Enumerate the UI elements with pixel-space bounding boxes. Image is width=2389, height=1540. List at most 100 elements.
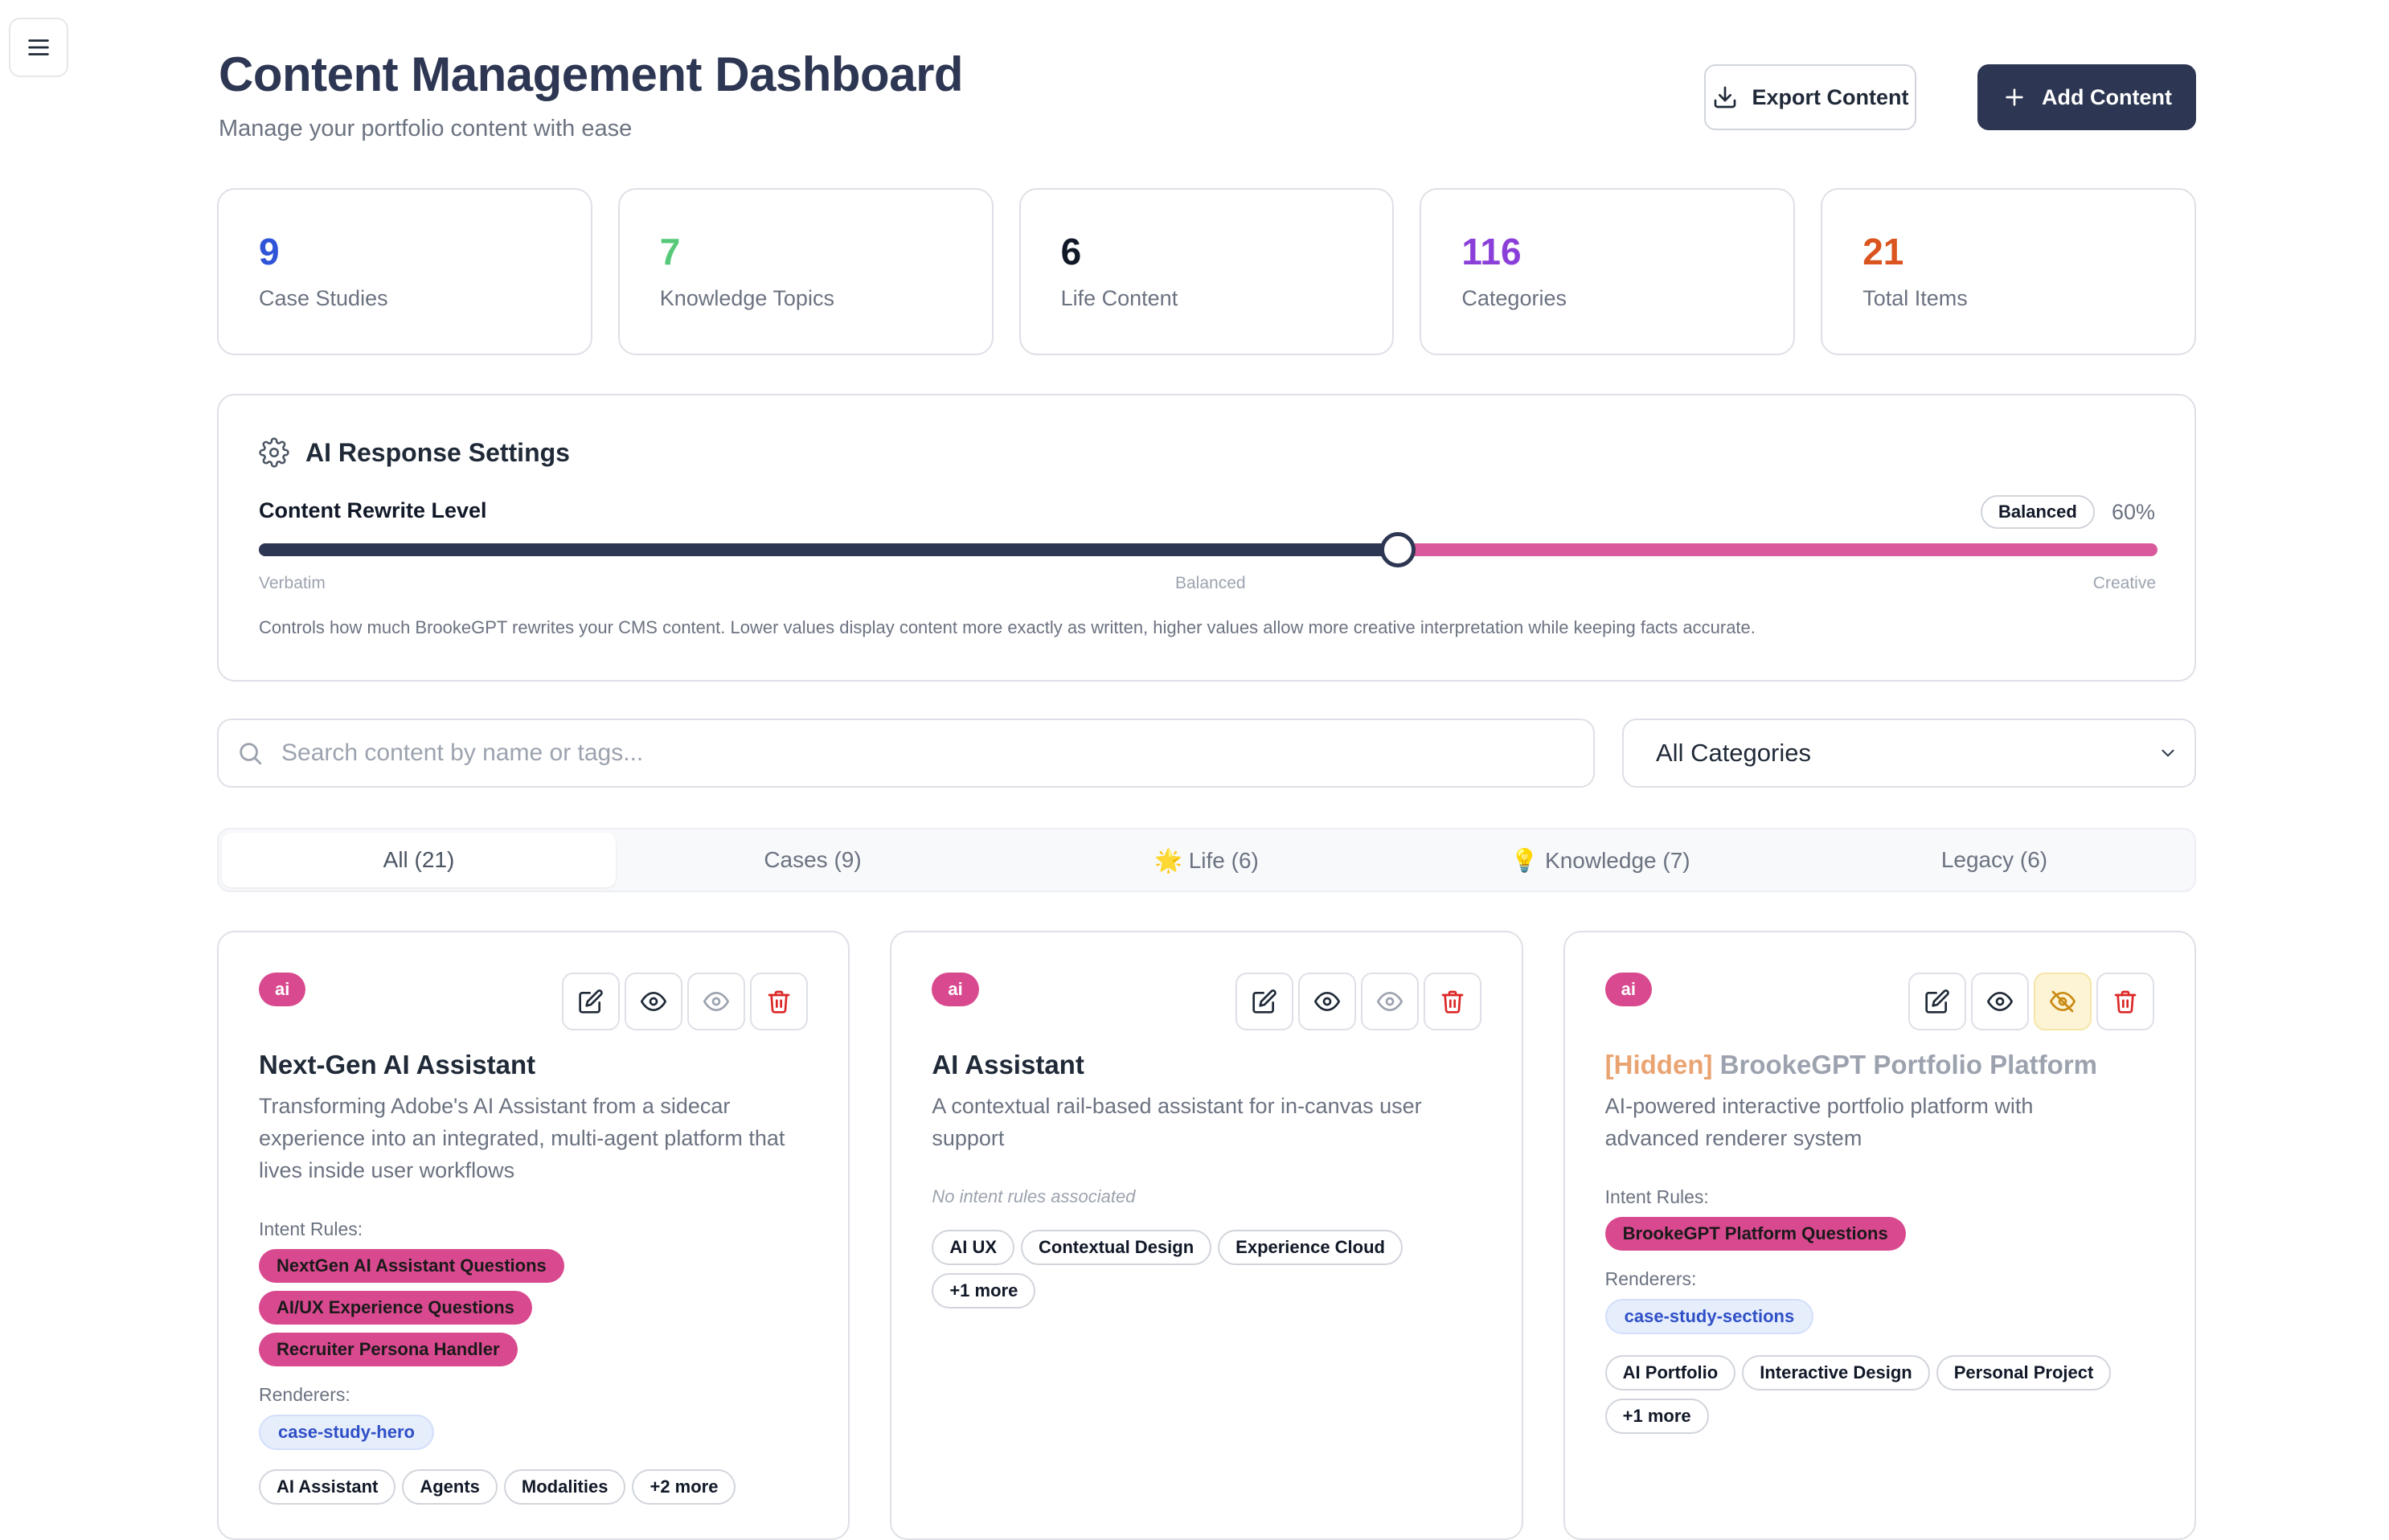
content-tabs: All (21) Cases (9) 🌟 Life (6) 💡 Knowledg… <box>217 828 2196 892</box>
settings-title: AI Response Settings <box>259 437 570 468</box>
menu-button[interactable] <box>9 18 68 77</box>
renderers-list: case-study-hero <box>259 1415 813 1450</box>
stat-value: 116 <box>1461 231 1522 272</box>
tab-legacy[interactable]: Legacy (6) <box>1940 847 2048 872</box>
tab-life[interactable]: 🌟 Life (6) <box>1154 847 1259 873</box>
stat-value: 21 <box>1862 231 1904 272</box>
rewrite-level-percent: 60% <box>2112 500 2156 524</box>
card-title: Next-Gen AI Assistant <box>259 1050 535 1080</box>
hamburger-icon <box>28 39 49 55</box>
renderers-label: Renderers: <box>259 1384 350 1405</box>
plus-icon <box>2006 88 2023 106</box>
page-title: Content Management Dashboard <box>219 47 964 101</box>
eye-icon <box>1986 992 2013 1011</box>
card-actions <box>562 973 809 1030</box>
export-content-label: Export Content <box>1752 84 1909 109</box>
no-intent-rules-note: No intent rules associated <box>932 1186 1136 1206</box>
search-icon <box>240 743 262 765</box>
tag-chip: Agents <box>402 1469 498 1505</box>
stat-value: 9 <box>259 231 280 272</box>
card-description: Transforming Adobe's AI Assistant from a… <box>259 1094 785 1182</box>
more-tags-chip[interactable]: +1 more <box>1604 1399 1709 1434</box>
tags-list: AI UX Contextual Design Experience Cloud… <box>932 1230 1446 1309</box>
stat-label: Life Content <box>1060 286 1178 310</box>
edit-icon <box>579 989 604 1014</box>
renderers-list: case-study-sections <box>1604 1299 2160 1334</box>
stat-label: Categories <box>1461 286 1567 310</box>
eye-off-icon <box>2049 990 2076 1013</box>
edit-button[interactable] <box>562 973 621 1030</box>
intent-rule-chip: Recruiter Persona Handler <box>259 1333 518 1366</box>
rewrite-level-slider[interactable] <box>259 532 2157 567</box>
main-content: Content Management Dashboard Manage your… <box>217 0 2196 1540</box>
edit-button[interactable] <box>1908 973 1966 1030</box>
edit-button[interactable] <box>1235 973 1293 1030</box>
tab-knowledge[interactable]: 💡 Knowledge (7) <box>1510 847 1690 873</box>
slider-tick-verbatim: Verbatim <box>259 574 326 592</box>
stat-total-items: 21 Total Items <box>1821 188 2196 355</box>
preview-button[interactable] <box>1970 973 2029 1030</box>
add-content-button[interactable]: Add Content <box>1977 64 2196 130</box>
tags-list: AI Portfolio Interactive Design Personal… <box>1604 1355 2160 1434</box>
preview-button[interactable] <box>625 973 683 1030</box>
search-input[interactable] <box>281 739 1567 767</box>
card-description: A contextual rail-based assistant for in… <box>932 1094 1422 1150</box>
card-title: AI Assistant <box>932 1050 1084 1080</box>
renderer-chip: case-study-sections <box>1604 1299 1814 1334</box>
stat-value: 6 <box>1060 231 1082 272</box>
tag-chip: Experience Cloud <box>1218 1230 1403 1265</box>
tab-cases[interactable]: Cases (9) <box>764 847 862 872</box>
stats-row: 9 Case Studies 7 Knowledge Topics 6 Life… <box>217 188 2196 355</box>
intent-rules-label: Intent Rules: <box>1604 1186 1709 1207</box>
tag-chip: AI Portfolio <box>1604 1355 1736 1391</box>
content-cards: ai Next-Gen AI Assistant Transforming Ad… <box>217 931 2196 1540</box>
tab-all[interactable]: All (21) <box>222 833 616 887</box>
card-title: [Hidden] BrookeGPT Portfolio Platform <box>1605 1050 2097 1080</box>
edit-icon <box>1252 989 1276 1014</box>
rewrite-level-badge: Balanced <box>1981 495 2095 529</box>
tag-chip: Personal Project <box>1936 1355 2112 1391</box>
renderers-label: Renderers: <box>1604 1268 1697 1289</box>
stat-label: Knowledge Topics <box>659 286 834 310</box>
chevron-down-icon <box>2162 749 2174 757</box>
ai-response-settings-panel: AI Response Settings Content Rewrite Lev… <box>217 394 2196 682</box>
type-badge: ai <box>259 973 306 1006</box>
tag-chip: Interactive Design <box>1742 1355 1930 1391</box>
type-badge: ai <box>932 973 979 1006</box>
preview-button[interactable] <box>1297 973 1356 1030</box>
settings-title-text: AI Response Settings <box>305 437 570 467</box>
card-title-text: BrookeGPT Portfolio Platform <box>1719 1050 2098 1079</box>
more-tags-chip[interactable]: +1 more <box>932 1273 1036 1309</box>
category-select[interactable]: All Categories <box>1622 719 2196 788</box>
stat-value: 7 <box>659 231 681 272</box>
visibility-toggle-button[interactable] <box>687 973 746 1030</box>
delete-button[interactable] <box>1423 973 1481 1030</box>
category-select-value: All Categories <box>1656 739 1811 767</box>
card-actions <box>1908 973 2154 1030</box>
card-description: AI-powered interactive portfolio platfor… <box>1604 1094 2034 1150</box>
edit-icon <box>1925 989 1949 1014</box>
rewrite-level-label: Content Rewrite Level <box>259 498 487 522</box>
search-bar[interactable] <box>217 719 1595 788</box>
visibility-toggle-button[interactable] <box>1360 973 1419 1030</box>
tag-chip: AI Assistant <box>259 1469 396 1505</box>
download-icon <box>1714 86 1735 109</box>
renderer-chip: case-study-hero <box>259 1415 434 1450</box>
content-card-next-gen-ai-assistant: ai Next-Gen AI Assistant Transforming Ad… <box>217 931 850 1540</box>
intent-rules-list: NextGen AI Assistant Questions AI/UX Exp… <box>259 1249 813 1366</box>
gear-icon <box>259 437 289 468</box>
slider-tick-balanced: Balanced <box>1175 574 1246 592</box>
stat-categories: 116 Categories <box>1420 188 1796 355</box>
more-tags-chip[interactable]: +2 more <box>632 1469 736 1505</box>
card-actions <box>1235 973 1481 1030</box>
delete-button[interactable] <box>750 973 809 1030</box>
slider-thumb[interactable] <box>1380 532 1416 567</box>
stat-life-content: 6 Life Content <box>1018 188 1395 355</box>
tags-list: AI Assistant Agents Modalities +2 more <box>259 1469 813 1505</box>
export-content-button[interactable]: Export Content <box>1704 64 1916 130</box>
page-subtitle: Manage your portfolio content with ease <box>219 116 633 141</box>
add-content-label: Add Content <box>2042 84 2172 109</box>
visibility-toggle-button[interactable] <box>2033 973 2092 1030</box>
content-card-brookegpt-portfolio-platform: ai [Hidden] BrookeGPT Portfolio Platform… <box>1563 931 2196 1540</box>
delete-button[interactable] <box>2096 973 2154 1030</box>
